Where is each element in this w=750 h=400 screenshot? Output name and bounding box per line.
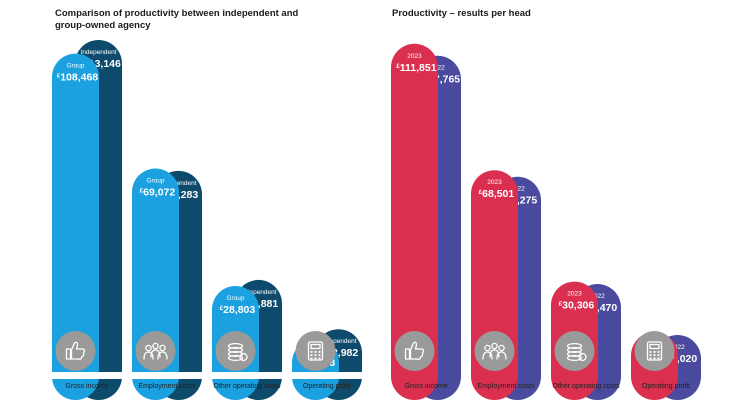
series-label: Independent <box>80 49 116 56</box>
series-label: Group <box>146 178 164 185</box>
series-label: Group <box>226 295 244 302</box>
series-label: Group <box>66 63 84 70</box>
category-label: Gross income <box>65 383 108 390</box>
category-label: Gross income <box>404 383 447 390</box>
series-label: Independent <box>320 338 356 345</box>
series-label: 2023 <box>567 291 582 298</box>
data-label: £68,501 <box>479 188 515 200</box>
category-label: Employment costs <box>138 383 196 390</box>
people-icon <box>482 342 507 360</box>
data-label: £30,306 <box>559 300 595 312</box>
series-label: 2023 <box>407 53 422 60</box>
chart-title-left: Comparison of productivity between indep… <box>55 8 299 31</box>
thumbs-up-icon <box>404 341 425 360</box>
data-label: £111,851 <box>396 62 436 74</box>
category-label: Operating profit <box>642 383 690 390</box>
data-label: £28,803 <box>220 304 256 316</box>
coins-icon <box>566 342 587 362</box>
calculator-icon <box>307 341 324 361</box>
calculator-icon <box>646 341 663 361</box>
coins-icon <box>227 342 248 362</box>
series-label: 2023 <box>487 179 502 186</box>
series-label: 2022 <box>670 344 685 351</box>
category-label: Employment costs <box>477 383 535 390</box>
thumbs-up-icon <box>65 341 86 360</box>
data-label: £108,468 <box>57 72 98 84</box>
series-label: 2022 <box>590 293 605 300</box>
people-circle <box>135 331 176 371</box>
thumbs-up-circle <box>55 331 96 371</box>
data-label: £69,072 <box>140 187 176 199</box>
series-label: Independent <box>160 180 196 187</box>
series-label: Independent <box>240 289 276 296</box>
bar <box>52 53 99 400</box>
category-group: 2022£12,0202023£13,044 <box>631 331 701 400</box>
category-group: Independent£13,982Group£10,593 <box>292 329 362 400</box>
chart-panel-2: 2022£107,7652023£111,8512022£66,2752023£… <box>391 43 701 400</box>
chart-title-right: Productivity – results per head <box>392 8 531 19</box>
baseline-mask <box>0 372 750 379</box>
category-label: Operating profit <box>303 383 351 390</box>
category-label: Other operating costs <box>553 383 620 390</box>
category-label: Other operating costs <box>214 383 281 390</box>
series-label: 2022 <box>510 186 525 193</box>
chart-panel-1: Independent£113,146Group£108,468Independ… <box>52 40 362 400</box>
people-circle <box>474 331 515 371</box>
people-icon <box>143 342 168 360</box>
thumbs-up-circle <box>394 331 435 371</box>
bar <box>391 43 438 400</box>
